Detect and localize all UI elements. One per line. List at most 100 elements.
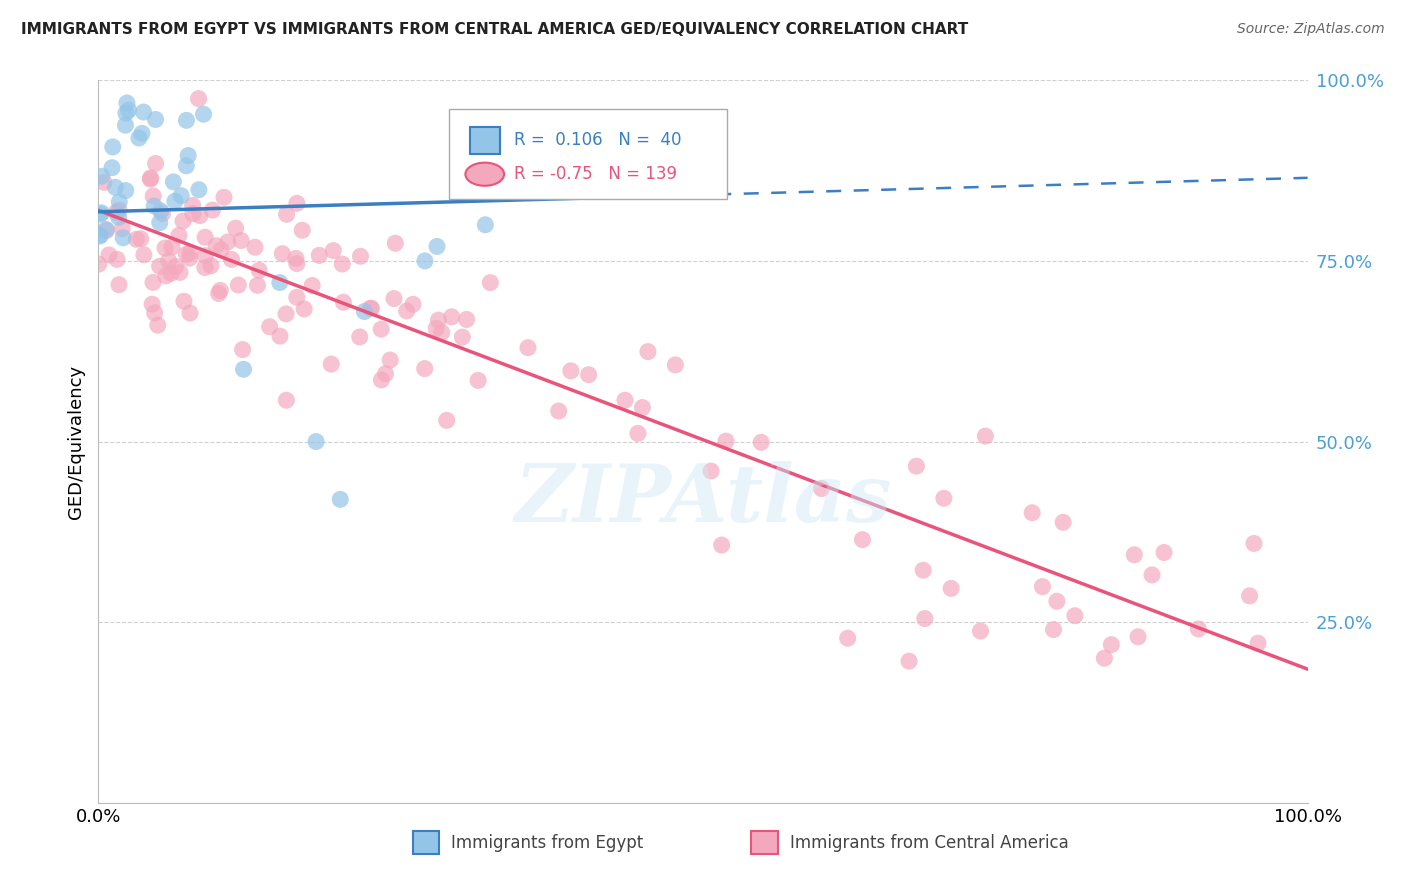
Point — [209, 243, 232, 257]
Point — [1153, 545, 1175, 559]
Point — [349, 330, 371, 344]
Y-axis label: GED/Equivalency: GED/Equivalency — [66, 365, 84, 518]
Point — [627, 426, 650, 441]
Point — [165, 260, 187, 274]
Point — [146, 318, 169, 333]
Point — [969, 624, 991, 638]
Point — [194, 260, 217, 275]
Point — [1140, 568, 1163, 582]
Point — [291, 223, 314, 237]
Point — [413, 253, 436, 268]
Point — [181, 207, 204, 221]
Point — [285, 252, 308, 266]
Point — [360, 301, 382, 316]
Point — [301, 278, 323, 293]
Point — [193, 107, 215, 121]
Point — [177, 148, 200, 162]
Point — [229, 234, 252, 248]
Point — [292, 301, 315, 316]
Point — [271, 246, 294, 260]
Point — [243, 240, 266, 254]
Point — [96, 223, 118, 237]
Point — [321, 357, 343, 371]
Point — [467, 373, 489, 387]
Point — [451, 330, 474, 344]
Point — [1031, 580, 1053, 594]
Point — [1042, 623, 1064, 637]
Text: Immigrants from Central America: Immigrants from Central America — [790, 833, 1069, 852]
Point — [710, 538, 733, 552]
Point — [413, 361, 436, 376]
Point — [285, 257, 308, 271]
Point — [330, 257, 353, 271]
Point — [1239, 589, 1261, 603]
Point — [221, 252, 243, 267]
Point — [749, 435, 772, 450]
Point — [637, 344, 659, 359]
Point — [547, 404, 569, 418]
Point — [115, 106, 138, 120]
Point — [155, 268, 177, 283]
Point — [247, 263, 270, 277]
Point — [402, 297, 425, 311]
Point — [614, 393, 637, 408]
Point — [125, 232, 148, 246]
Point — [430, 326, 453, 340]
Point — [89, 228, 111, 243]
Bar — [470, 127, 501, 154]
Point — [700, 464, 723, 478]
Point — [914, 611, 936, 625]
Bar — [751, 831, 778, 855]
Point — [217, 235, 239, 249]
Point — [176, 159, 198, 173]
Point — [1099, 638, 1122, 652]
Point — [143, 306, 166, 320]
Point — [932, 491, 955, 506]
Circle shape — [465, 162, 505, 186]
Point — [115, 95, 138, 110]
Point — [172, 214, 194, 228]
Point — [132, 248, 155, 262]
Point — [90, 206, 112, 220]
Point — [631, 401, 654, 415]
Point — [170, 188, 193, 202]
Text: R = -0.75   N = 139: R = -0.75 N = 139 — [515, 165, 678, 183]
Point — [226, 278, 249, 293]
Point — [145, 156, 167, 170]
Point — [664, 358, 686, 372]
Point — [105, 252, 128, 267]
Point — [259, 319, 281, 334]
Point — [111, 221, 134, 235]
Point — [187, 183, 209, 197]
Point — [176, 113, 198, 128]
Point — [129, 232, 152, 246]
Point — [208, 286, 231, 301]
Point — [810, 482, 832, 496]
Point — [1187, 622, 1209, 636]
Point — [187, 92, 209, 106]
Point — [1046, 594, 1069, 608]
Point — [425, 321, 447, 335]
Point — [285, 290, 308, 304]
Point — [440, 310, 463, 324]
Point — [87, 257, 110, 271]
Point — [427, 313, 450, 327]
Point — [517, 341, 540, 355]
Point — [322, 244, 344, 258]
Point — [188, 209, 211, 223]
Point — [145, 112, 167, 127]
Point — [212, 190, 235, 204]
Text: Immigrants from Egypt: Immigrants from Egypt — [451, 833, 644, 852]
Point — [173, 294, 195, 309]
Point — [395, 304, 418, 318]
Point — [1247, 636, 1270, 650]
Point — [380, 353, 402, 368]
Point — [143, 199, 166, 213]
Point — [436, 413, 458, 427]
Point — [232, 362, 254, 376]
Point — [128, 131, 150, 145]
Point — [246, 278, 269, 293]
Point — [139, 170, 162, 185]
Point — [149, 260, 172, 274]
Point — [225, 221, 247, 235]
